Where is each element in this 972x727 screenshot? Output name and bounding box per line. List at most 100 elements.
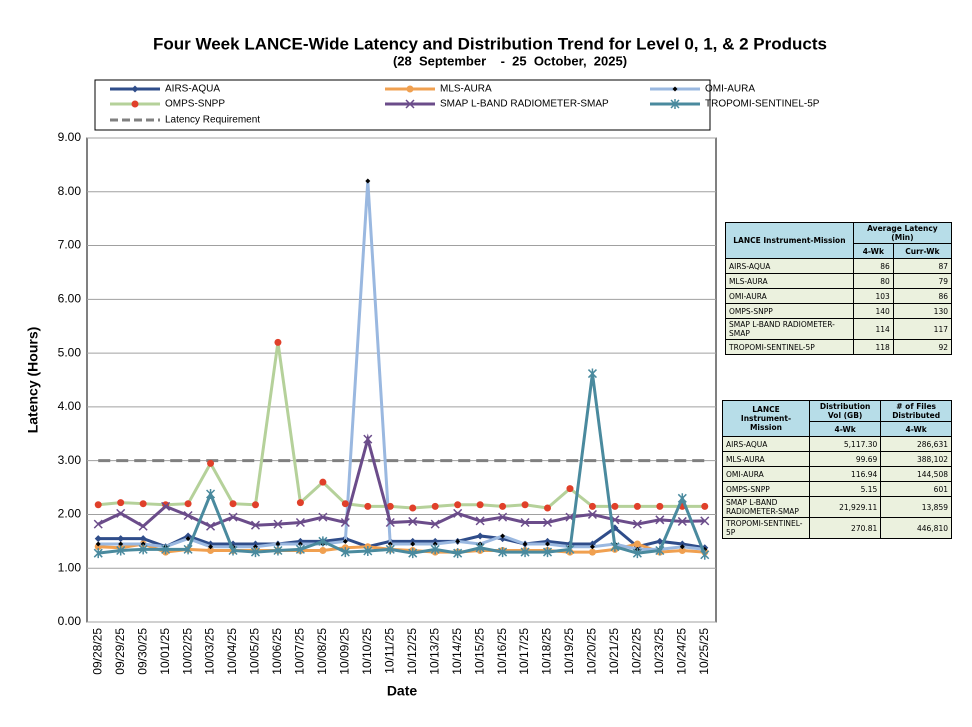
marker (252, 544, 258, 550)
marker (295, 544, 305, 555)
marker (138, 544, 148, 555)
x-tick-label: 10/24/25 (674, 628, 688, 675)
marker (386, 502, 394, 510)
table-cell: 446,810 (880, 517, 952, 539)
marker (453, 508, 463, 518)
marker (475, 542, 485, 553)
y-tick-label: 3.00 (58, 453, 82, 467)
marker (161, 544, 171, 555)
marker (408, 548, 418, 559)
marker (498, 547, 508, 558)
y-tick-label: 0.00 (58, 614, 82, 628)
x-tick-label: 10/19/25 (562, 628, 576, 675)
table-cell: TROPOMI-SENTINEL-5P (725, 339, 854, 355)
marker (318, 512, 328, 522)
marker (363, 546, 373, 557)
marker (140, 541, 146, 547)
table-row: TROPOMI-SENTINEL-5P 118 92 (725, 339, 953, 355)
table-cell: AIRS-AQUA (722, 436, 810, 452)
table-cell: 5,117.30 (808, 436, 882, 452)
marker (430, 519, 440, 529)
marker (475, 516, 485, 526)
legend-label: OMPS-SNPP (165, 99, 225, 110)
table-cell: 86 (892, 288, 953, 304)
x-axis-label: Date (387, 683, 418, 699)
marker (566, 485, 574, 493)
marker (208, 544, 214, 550)
marker (365, 178, 371, 184)
table-cell: 5.15 (808, 481, 882, 497)
table-row: OMI-AURA 116.94 144,508 (722, 466, 952, 482)
marker (679, 544, 685, 550)
marker (678, 546, 686, 554)
marker (363, 434, 373, 444)
marker (385, 544, 395, 555)
marker (273, 519, 283, 529)
table-cell: 286,631 (880, 436, 952, 452)
x-tick-label: 09/28/25 (90, 628, 104, 675)
marker (207, 546, 215, 554)
series-line (98, 373, 707, 556)
chart-title: Four Week LANCE-Wide Latency and Distrib… (153, 34, 827, 53)
marker (319, 478, 327, 486)
marker (251, 501, 259, 509)
marker (340, 517, 350, 528)
table-cell: 601 (880, 481, 952, 497)
marker (406, 85, 414, 93)
marker (296, 499, 304, 507)
table-cell: 114 (852, 318, 894, 340)
marker (318, 536, 328, 547)
marker (183, 544, 193, 555)
marker (432, 541, 438, 547)
table-cell: 79 (892, 273, 953, 289)
marker (611, 502, 619, 510)
series-line (98, 525, 706, 550)
table-cell: MLS-AURA (725, 273, 854, 289)
marker (701, 502, 709, 510)
marker (342, 538, 348, 544)
marker (405, 99, 415, 109)
table-row: SMAP L-BAND RADIOMETER-SMAP 21,929.11 13,8… (722, 496, 952, 518)
marker (116, 508, 126, 518)
y-tick-label: 8.00 (58, 184, 82, 198)
table-row: MLS-AURA 80 79 (725, 273, 953, 289)
marker (588, 548, 596, 556)
table-cell: OMI-AURA (725, 288, 854, 304)
y-tick-label: 5.00 (58, 345, 82, 359)
marker (522, 541, 528, 547)
y-tick-label: 4.00 (58, 399, 82, 413)
marker (297, 541, 303, 547)
header-row: LANCE Instrument-Mission Distribution Vol… (722, 400, 952, 437)
marker (95, 541, 101, 547)
table-cell: 144,508 (880, 466, 952, 482)
table-cell: OMPS-SNPP (725, 303, 854, 319)
legend-label: OMI-AURA (705, 84, 755, 95)
table-cell: OMPS-SNPP (722, 481, 810, 497)
table-cell: SMAP L-BAND RADIOMETER-SMAP (725, 318, 854, 340)
x-tick-label: 10/23/25 (652, 628, 666, 675)
marker (340, 547, 350, 558)
header-row: LANCE Instrument-Mission Average Latency … (725, 222, 953, 259)
marker (93, 519, 103, 529)
marker (117, 535, 125, 543)
marker (655, 545, 665, 556)
table-cell: 87 (892, 258, 953, 274)
x-tick-label: 10/15/25 (472, 628, 486, 675)
marker (161, 501, 171, 511)
x-tick-label: 10/01/25 (158, 628, 172, 675)
header-cell: 4-Wk (808, 421, 882, 437)
marker (118, 541, 124, 547)
legend-label: AIRS-AQUA (165, 84, 220, 95)
marker (677, 493, 687, 504)
table-cell: OMI-AURA (722, 466, 810, 482)
marker (633, 540, 641, 548)
marker (206, 489, 216, 500)
table-cell: 21,929.11 (808, 496, 882, 518)
marker (228, 545, 238, 556)
marker (387, 541, 393, 547)
table-cell: 92 (892, 339, 953, 355)
header-cell: 4-Wk (880, 421, 952, 437)
marker (587, 368, 597, 379)
marker (610, 541, 620, 552)
